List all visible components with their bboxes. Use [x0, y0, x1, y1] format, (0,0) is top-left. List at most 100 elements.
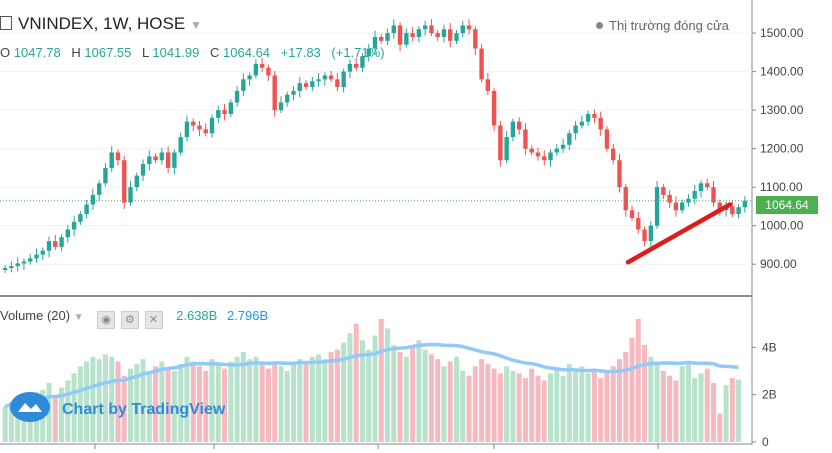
price-tick-label: 900.00 [760, 257, 797, 271]
volume-bar [391, 344, 397, 442]
price-tick-label: 1300.00 [760, 103, 804, 117]
eye-icon[interactable]: ◉ [97, 311, 116, 329]
candle-body [21, 261, 27, 264]
candle-body [385, 33, 390, 41]
candle-body [705, 183, 710, 188]
candle-body [592, 113, 597, 118]
volume-bar [667, 375, 673, 442]
candle-body [479, 48, 484, 80]
candle-body [636, 217, 641, 230]
change-value: +17.83 [280, 45, 321, 60]
ohlc-o-label: O [0, 45, 11, 60]
symbol-title[interactable]: VNINDEX, 1W, HOSE ▼ [0, 14, 202, 34]
ohlc-l-value: 1041.99 [152, 45, 200, 60]
ohlc-l-label: L [142, 45, 149, 60]
volume-bar [736, 379, 742, 442]
candle-body [654, 187, 660, 226]
volume-bar [504, 366, 510, 442]
candle-body [103, 167, 108, 184]
volume-bar [485, 363, 491, 442]
tradingview-watermark[interactable]: Chart by TradingView [10, 392, 225, 422]
candle-body [303, 83, 309, 88]
market-status-label: Thị trường đóng cửa [609, 18, 729, 33]
chevron-down-icon[interactable]: ▼ [73, 312, 84, 323]
candle-body [9, 266, 14, 269]
candle-body [59, 237, 64, 247]
candle-body [485, 79, 491, 91]
candle-body [397, 25, 403, 45]
candle-body [278, 102, 284, 111]
volume-bar [428, 354, 434, 442]
candle-body [165, 152, 171, 168]
volume-bar [52, 394, 58, 442]
candle-body [153, 156, 158, 161]
volume-bar [378, 318, 384, 442]
volume-bar [171, 371, 177, 442]
candle-body [272, 75, 277, 111]
volume-bar [15, 404, 21, 442]
volume-bar [159, 361, 165, 442]
volume-bar [579, 366, 585, 442]
gear-icon[interactable]: ⚙ [120, 311, 139, 329]
ohlc-legend: O 1047.78 H 1067.55 L 1041.99 C 1064.64 … [0, 45, 392, 60]
volume-bar [635, 318, 641, 442]
volume-bar [196, 366, 202, 442]
volume-bar [165, 368, 171, 442]
volume-bar [65, 380, 71, 442]
volume-bar [184, 356, 190, 442]
candle-body [473, 29, 478, 49]
volume-bar [178, 363, 184, 442]
candle-body [140, 164, 146, 176]
volume-bar [416, 340, 422, 442]
volume-bar [328, 352, 334, 442]
volume-bar [698, 373, 704, 442]
volume-bar [591, 368, 597, 442]
volume-bar [642, 344, 648, 442]
symbol-label: VNINDEX, 1W, HOSE [18, 14, 186, 33]
candle-body [466, 25, 472, 30]
volume-bar [654, 363, 660, 442]
trendline [625, 202, 733, 265]
candle-body [585, 113, 591, 122]
candle-body [661, 187, 666, 195]
volume-tick-label: 4B [762, 340, 777, 354]
candle-body [711, 187, 716, 203]
candle-body [736, 207, 741, 215]
volume-bar [372, 335, 378, 442]
candle-body [222, 110, 227, 114]
candle-body [617, 160, 622, 188]
candle-body [84, 204, 89, 215]
volume-value-1: 2.638B [176, 308, 218, 323]
volume-bar [215, 363, 221, 442]
volume-bar [96, 359, 102, 442]
candle-body [234, 90, 240, 103]
candle-body [429, 25, 434, 34]
volume-bar [59, 387, 65, 442]
candle-body [310, 81, 315, 88]
candle-body [109, 152, 114, 168]
candle-body [347, 63, 353, 72]
volume-bar [711, 382, 717, 442]
candle-body [717, 202, 722, 211]
volume-bar [460, 371, 466, 442]
close-icon[interactable]: ✕ [144, 311, 163, 329]
candle-body [197, 125, 202, 130]
volume-bar [610, 366, 616, 442]
candle-body [203, 129, 208, 134]
candle-body [523, 129, 528, 149]
candle-body [241, 79, 246, 91]
candle-body [535, 152, 541, 157]
volume-bar [704, 368, 710, 442]
volume-bar [347, 333, 353, 442]
chevron-down-icon[interactable]: ▼ [189, 18, 202, 32]
candle-body [78, 214, 83, 222]
candle-body [291, 90, 296, 95]
volume-bar [629, 337, 635, 442]
candle-body [391, 25, 397, 34]
volume-bar [90, 356, 96, 442]
collapse-icon[interactable] [0, 16, 12, 30]
price-tick-label: 1100.00 [760, 180, 803, 194]
candle-body [560, 144, 566, 149]
candle-body [372, 36, 378, 49]
